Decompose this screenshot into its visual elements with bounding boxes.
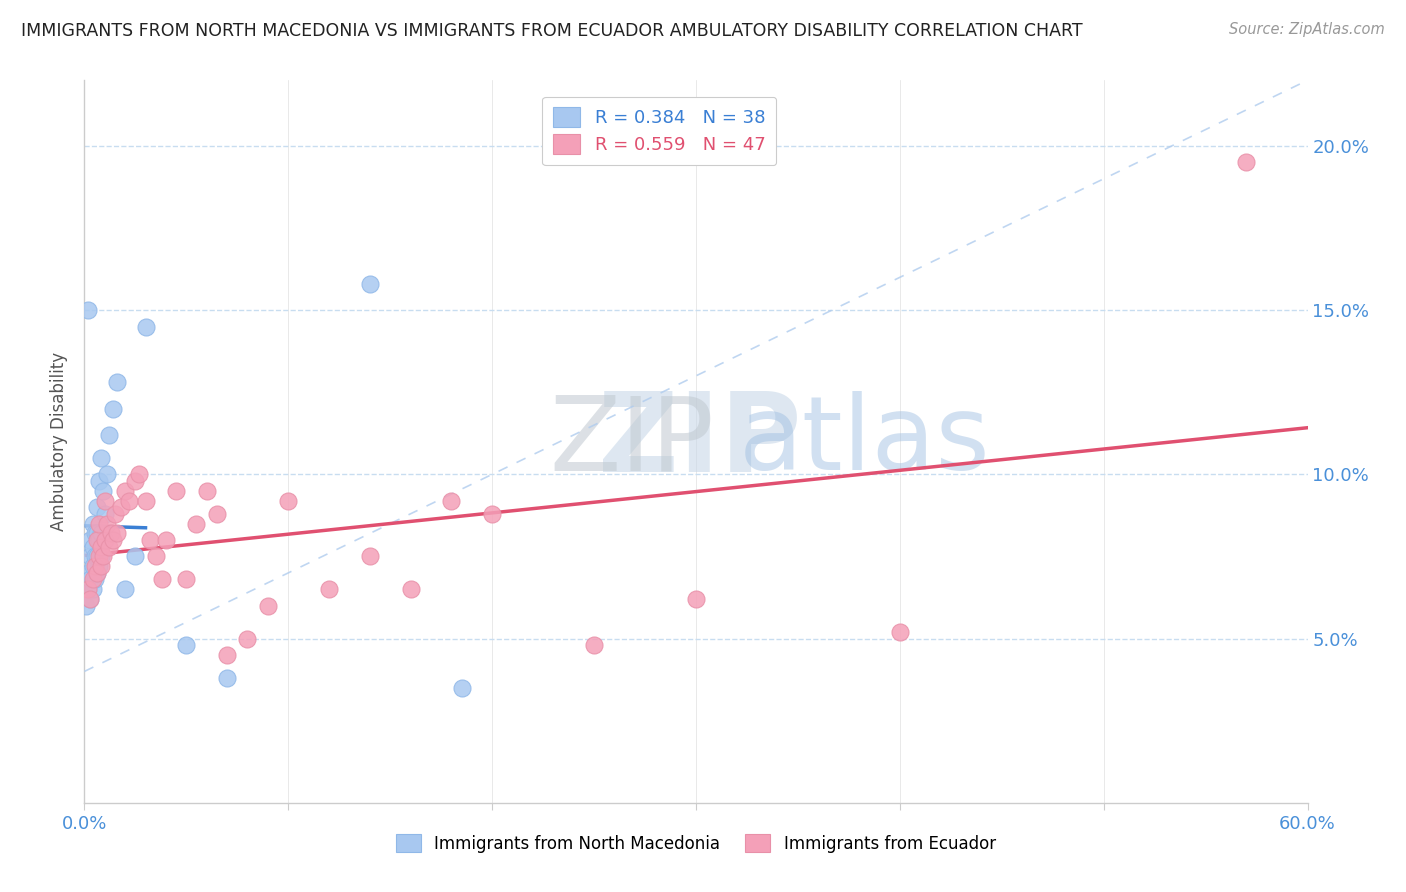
Point [101, 401, 124, 416]
Point [135, 493, 157, 508]
Point [79, 533, 101, 547]
Point [277, 493, 299, 508]
Point [82, 582, 104, 597]
Point [83, 549, 105, 564]
Point [79, 592, 101, 607]
Point [440, 493, 463, 508]
Point [86, 533, 108, 547]
Point [165, 483, 187, 498]
Point [105, 526, 128, 541]
Point [82, 540, 104, 554]
Point [77, 566, 100, 580]
Point [90, 549, 112, 564]
Point [118, 493, 141, 508]
Point [93, 493, 115, 508]
Text: ZIP: ZIP [550, 391, 714, 492]
Point [399, 582, 422, 597]
Point [93, 507, 115, 521]
Point [86, 566, 108, 580]
Point [87, 516, 110, 531]
Point [359, 549, 381, 564]
Point [77, 303, 100, 318]
Point [87, 533, 110, 547]
Point [105, 376, 128, 390]
Point [86, 500, 108, 515]
Point [186, 516, 208, 531]
Text: Source: ZipAtlas.com: Source: ZipAtlas.com [1229, 22, 1385, 37]
Point [359, 277, 381, 291]
Point [195, 483, 218, 498]
Point [205, 507, 228, 521]
Point [889, 625, 911, 640]
Point [124, 549, 146, 564]
Point [82, 516, 104, 531]
Point [83, 573, 105, 587]
Point [135, 319, 157, 334]
Point [217, 671, 239, 685]
Text: IMMIGRANTS FROM NORTH MACEDONIA VS IMMIGRANTS FROM ECUADOR AMBULATORY DISABILITY: IMMIGRANTS FROM NORTH MACEDONIA VS IMMIG… [21, 22, 1083, 40]
Point [101, 533, 124, 547]
Point [87, 559, 110, 574]
Point [174, 573, 197, 587]
Point [83, 526, 105, 541]
Point [128, 467, 150, 482]
Point [145, 549, 167, 564]
Point [90, 540, 112, 554]
Point [77, 582, 100, 597]
Point [450, 681, 472, 695]
Point [79, 549, 101, 564]
Point [93, 533, 115, 547]
Point [79, 592, 101, 607]
Point [257, 599, 280, 613]
Point [87, 549, 110, 564]
Point [114, 483, 136, 498]
Text: ZIP: ZIP [598, 388, 801, 495]
Point [97, 428, 120, 442]
Point [100, 526, 122, 541]
Point [97, 540, 120, 554]
Text: atlas: atlas [738, 391, 991, 492]
Point [114, 582, 136, 597]
Point [96, 467, 118, 482]
Point [82, 573, 104, 587]
Point [86, 549, 108, 564]
Point [481, 507, 503, 521]
Point [236, 632, 259, 646]
Point [86, 566, 108, 580]
Point [124, 474, 146, 488]
Point [91, 483, 114, 498]
Point [138, 533, 160, 547]
Point [104, 507, 127, 521]
Point [90, 559, 112, 574]
Point [583, 638, 606, 652]
Y-axis label: Ambulatory Disability: Ambulatory Disability [51, 352, 69, 531]
Point [75, 599, 97, 613]
Point [155, 533, 177, 547]
Point [86, 526, 108, 541]
Point [90, 526, 112, 541]
Point [90, 450, 112, 465]
Point [685, 592, 707, 607]
Point [87, 474, 110, 488]
Point [217, 648, 239, 662]
Point [79, 573, 101, 587]
Point [77, 582, 100, 597]
Point [150, 573, 173, 587]
Point [318, 582, 340, 597]
Point [96, 516, 118, 531]
Point [91, 549, 114, 564]
Point [82, 559, 104, 574]
Point [83, 559, 105, 574]
Legend: Immigrants from North Macedonia, Immigrants from Ecuador: Immigrants from North Macedonia, Immigra… [389, 828, 1002, 860]
Point [110, 500, 132, 515]
Point [174, 638, 197, 652]
Text: ZIPatlas: ZIPatlas [598, 388, 1038, 495]
Point [1236, 155, 1258, 169]
